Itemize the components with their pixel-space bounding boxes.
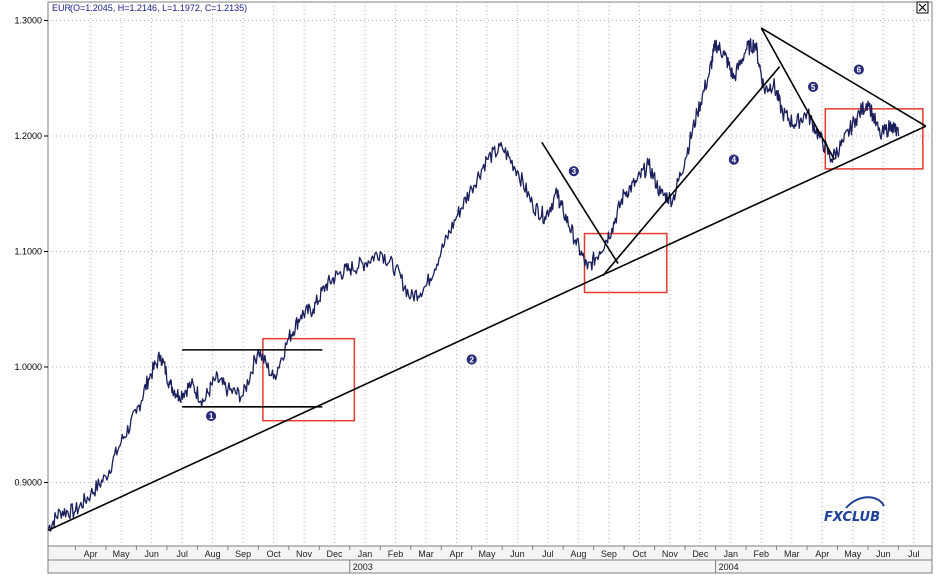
x-tick-label: Jul: [908, 549, 920, 559]
header-ohlc: (O=1.2045, H=1.2146, L=1.1972, C=1.2135): [70, 3, 247, 13]
trendlines: [47, 27, 927, 532]
wave-markers: 1 2 3 4 5 6: [205, 63, 865, 422]
wave-marker-label: 3: [572, 167, 577, 176]
x-tick-label: Jan: [358, 549, 373, 559]
highlight-box: [824, 108, 924, 170]
wave-marker: 1: [205, 410, 217, 422]
y-tick-label: 1.3000: [14, 15, 42, 25]
header-symbol: EUR: [52, 3, 72, 13]
trendline: [760, 27, 927, 127]
x-tick-label: Apr: [815, 549, 829, 559]
trendline: [602, 66, 781, 277]
price-line: [47, 38, 900, 532]
wave-marker: 4: [727, 153, 740, 166]
x-tick-label: Jul: [176, 549, 188, 559]
price-series: [47, 38, 900, 532]
wave-marker: 6: [852, 63, 865, 76]
x-tick-label: Sep: [601, 549, 617, 559]
trendline: [760, 27, 836, 161]
x-tick-label: Jun: [876, 549, 891, 559]
x-tick-label: May: [113, 549, 131, 559]
y-tick-label: 1.1000: [14, 246, 42, 256]
trendline: [541, 141, 619, 265]
wave-marker-label: 6: [857, 66, 862, 75]
y-tick-label: 1.2000: [14, 131, 42, 141]
x-tick-label: Sep: [235, 549, 251, 559]
year-label: 2004: [719, 562, 739, 572]
year-label: 2003: [353, 562, 373, 572]
wave-marker: 3: [567, 165, 580, 178]
x-tick-label: Mar: [418, 549, 434, 559]
x-tick-label: May: [478, 549, 496, 559]
x-tick-label: Jan: [724, 549, 739, 559]
logo-wordmark: FXCLUB: [824, 510, 880, 525]
x-tick-label: Apr: [84, 549, 98, 559]
close-button[interactable]: [916, 1, 929, 14]
fxclub-logo: FXCLUB: [824, 496, 885, 525]
wave-marker: 2: [465, 353, 478, 366]
wave-marker-label: 5: [811, 83, 816, 92]
logo-swoosh: [845, 496, 885, 509]
y-tick-label: 1.0000: [14, 362, 42, 372]
y-axis: 0.9000 1.0000 1.1000 1.2000 1.3000: [14, 15, 48, 487]
x-tick-label: Mar: [784, 549, 800, 559]
x-tick-label: Oct: [267, 549, 282, 559]
wave-marker-circle: [807, 80, 820, 93]
wave-marker-circle: [727, 153, 740, 166]
wave-marker-label: 1: [209, 412, 214, 421]
trendline: [47, 125, 927, 532]
wave-marker-circle: [567, 165, 580, 178]
wave-marker-circle: [465, 353, 478, 366]
x-tick-label: Feb: [388, 549, 404, 559]
x-tick-label: Jun: [144, 549, 159, 559]
x-axis: Apr May Jun Jul Aug Sep Oct Nov Dec Jan Feb Mar Apr M…: [74, 546, 920, 573]
x-tick-label: Jun: [510, 549, 525, 559]
wave-marker-circle: [205, 410, 217, 422]
wave-marker: 5: [807, 80, 820, 93]
x-tick-label: May: [844, 549, 862, 559]
x-tick-label: Nov: [296, 549, 313, 559]
grid: [48, 2, 932, 546]
y-tick-label: 0.9000: [14, 477, 42, 487]
x-tick-label: Dec: [327, 549, 344, 559]
wave-marker-circle: [852, 63, 865, 76]
wave-marker-label: 2: [469, 355, 474, 364]
x-tick-label: Feb: [754, 549, 770, 559]
x-tick-label: Aug: [205, 549, 221, 559]
x-tick-label: Oct: [632, 549, 647, 559]
x-tick-label: Jul: [542, 549, 554, 559]
close-icon: [918, 3, 927, 12]
wave-marker-label: 4: [732, 156, 737, 165]
x-tick-label: Dec: [692, 549, 709, 559]
x-tick-label: Nov: [662, 549, 679, 559]
x-tick-label: Aug: [570, 549, 586, 559]
x-tick-label: Apr: [449, 549, 463, 559]
x-axis-year-band: [47, 559, 933, 574]
highlight-box: [262, 337, 356, 422]
